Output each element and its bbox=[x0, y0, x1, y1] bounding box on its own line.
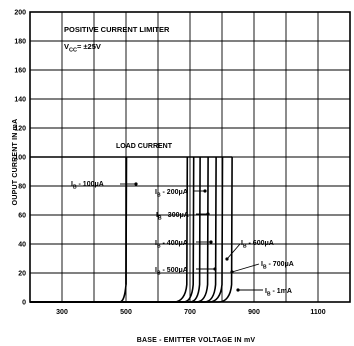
x-tick-label: 500 bbox=[120, 309, 132, 316]
label-leader-dot bbox=[206, 212, 210, 216]
series-label: IB - 300μA bbox=[156, 212, 189, 222]
series-line bbox=[30, 156, 209, 303]
label-leader-dot bbox=[209, 240, 213, 244]
y-axis-label: OUPUT CURRENT IN mA bbox=[12, 119, 19, 206]
label-leader-dot bbox=[225, 257, 229, 261]
series-label: IB - 600μA bbox=[241, 240, 274, 250]
x-tick-label: 1100 bbox=[310, 309, 325, 316]
plot-frame bbox=[29, 11, 351, 303]
y-tick-label: 60 bbox=[18, 213, 26, 220]
label-leader-dot bbox=[134, 182, 138, 186]
chart-condition: VCC= ±25V bbox=[64, 42, 101, 54]
label-leader-dot bbox=[213, 267, 217, 271]
y-tick-label: 100 bbox=[14, 155, 26, 162]
load-current-label: LOAD CURRENT bbox=[116, 143, 173, 150]
y-tick-label: 200 bbox=[14, 10, 26, 17]
label-leader-dot bbox=[236, 288, 240, 292]
x-axis-label: BASE - EMITTER VOLTAGE IN mV bbox=[137, 337, 256, 344]
y-tick-label: 20 bbox=[18, 271, 26, 278]
y-tick-label: 160 bbox=[14, 68, 26, 75]
series-line bbox=[30, 156, 201, 303]
y-tick-label: 80 bbox=[18, 184, 26, 191]
series-line bbox=[30, 156, 128, 303]
series-label: IB - 100μA bbox=[71, 181, 104, 191]
label-leader-line bbox=[231, 263, 260, 273]
series-label: IB - 700μA bbox=[261, 261, 294, 271]
series-line bbox=[30, 156, 233, 303]
series-line bbox=[30, 156, 189, 303]
series-line bbox=[30, 156, 195, 303]
x-tick-label: 700 bbox=[184, 309, 196, 316]
label-leader-dot bbox=[230, 270, 234, 274]
y-tick-label: 180 bbox=[14, 39, 26, 46]
y-tick-label: 0 bbox=[22, 300, 26, 307]
y-tick-label: 40 bbox=[18, 242, 26, 249]
series-label: IB - 1mA bbox=[265, 288, 292, 298]
y-tick-label: 140 bbox=[14, 97, 26, 104]
x-tick-label: 900 bbox=[248, 309, 260, 316]
series-label: IB - 200μA bbox=[155, 189, 188, 199]
label-leader-line bbox=[226, 243, 241, 260]
chart-curve-labels: IB - 100μA IB - 200μA IB - 300μA IB - 400μA… bbox=[71, 181, 294, 298]
chart-title: POSITIVE CURRENT LIMITER bbox=[64, 25, 170, 34]
x-tick-label: 300 bbox=[56, 309, 68, 316]
chart-tick-labels: 300 500 700 900 1100 0 20 40 60 80 100 120 140 160 180… bbox=[14, 10, 325, 317]
series-line bbox=[30, 156, 217, 303]
chart-curves bbox=[30, 156, 233, 303]
label-leader-dot bbox=[203, 189, 207, 193]
y-tick-label: 120 bbox=[14, 126, 26, 133]
series-label: IB - 500μA bbox=[155, 267, 188, 277]
series-label: IB - 400μA bbox=[155, 240, 188, 250]
